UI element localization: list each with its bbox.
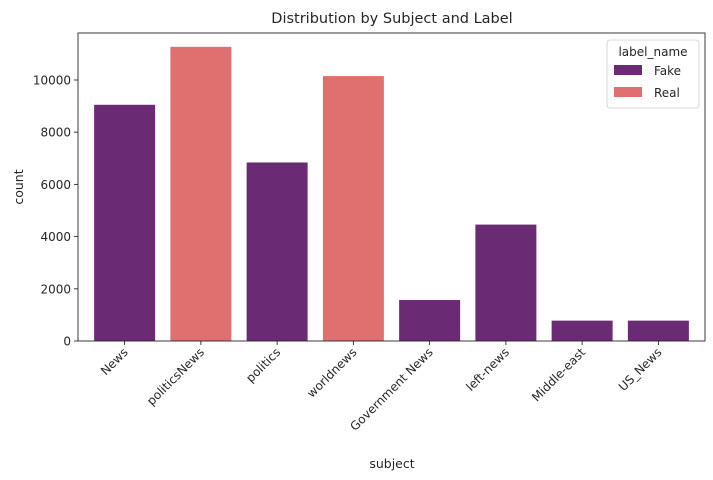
y-tick-label: 8000	[40, 126, 71, 140]
bar-politicsnews	[170, 46, 232, 342]
y-axis-label: count	[11, 169, 26, 204]
bar-left-news	[475, 224, 537, 341]
plot-frame	[77, 32, 706, 342]
x-tick-label: US_News	[616, 345, 665, 394]
y-tick-label: 6000	[40, 178, 71, 192]
legend-swatch-real	[614, 87, 642, 97]
legend-swatch-fake	[614, 65, 642, 75]
bar-middle-east	[551, 320, 613, 341]
bar-worldnews	[322, 76, 384, 341]
x-tick-label: worldnews	[304, 345, 359, 400]
bar-politics	[246, 162, 308, 341]
y-tick-label: 4000	[40, 230, 71, 244]
bar-news	[94, 104, 156, 341]
x-tick-label: politics	[243, 345, 283, 385]
plot-area: 0 2000 4000 6000 8000 10000 News politicsNews po…	[33, 46, 689, 434]
x-tick-label: politicsNews	[144, 345, 207, 408]
legend-title: label_name	[618, 45, 687, 59]
x-axis-label: subject	[369, 456, 414, 471]
y-tick-label: 2000	[40, 282, 71, 296]
bar-government-news	[399, 300, 461, 341]
y-tick-label: 0	[63, 335, 71, 349]
y-tick-label: 10000	[33, 73, 71, 87]
legend-label-real: Real	[654, 86, 680, 100]
chart-title: Distribution by Subject and Label	[271, 11, 512, 27]
legend-label-fake: Fake	[654, 64, 681, 78]
x-tick-label: News	[98, 345, 131, 378]
x-tick-label: Government News	[347, 345, 435, 433]
legend: label_name Fake Real	[606, 39, 700, 109]
x-tick-label: Middle-east	[529, 345, 588, 404]
bar-us-news	[627, 320, 689, 341]
x-tick-label: left-news	[463, 345, 512, 394]
